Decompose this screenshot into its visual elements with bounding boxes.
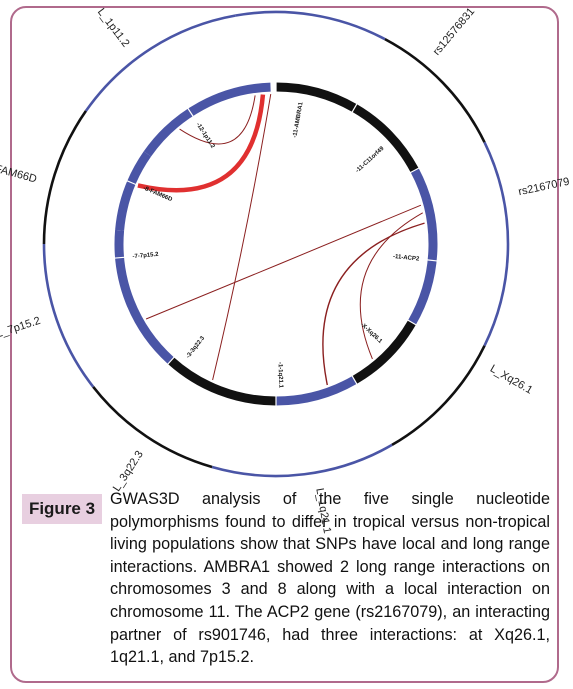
outer-label-1: rs12576831 (431, 6, 478, 58)
figure-label: Figure 3 (22, 494, 102, 524)
interaction-links (137, 94, 425, 386)
inner-label-3: -X-Xq26.1 (359, 322, 384, 345)
inner-ring-gap-5 (350, 374, 359, 386)
inner-ring-gap-4 (406, 318, 418, 327)
inner-label-4: -1-1q21.1 (277, 362, 284, 389)
outer-label-7: L_FAM66D (0, 160, 38, 186)
link-ambra1-3q22 (212, 94, 272, 381)
inner-ring-segment-3 (352, 320, 416, 384)
outer-label-3: L_Xq26.1 (488, 363, 535, 397)
inner-ring-segment-2 (408, 168, 438, 325)
inner-ring-gap-10 (186, 106, 195, 118)
outer-ring-segment-4 (211, 443, 393, 478)
inner-label-0: -11-AMBRA1 (292, 101, 304, 138)
outer-ring-segment-7 (42, 110, 88, 245)
inner-ring-segment-8 (143, 82, 271, 157)
inner-ring-segment-0 (275, 82, 357, 112)
outer-label-0: rs7130141 (313, 0, 334, 1)
outer-ring-segment-1 (384, 38, 486, 143)
outer-label-5: L_3q22.3 (111, 449, 146, 494)
figure-caption: GWAS3D analysis of the five single nucle… (110, 490, 550, 667)
outer-ring-segment-5 (92, 386, 213, 469)
outer-ring-segment-2 (483, 141, 510, 347)
outer-label-2: rs2167079 (517, 176, 570, 199)
inner-ring-segment-6 (114, 229, 174, 365)
inner-label-8: -12-1p11.2 (195, 122, 216, 150)
link-ambra1-1p11 (179, 95, 256, 145)
inner-label-6: -7-7p15.2 (132, 252, 159, 260)
link-ambra1-red (137, 94, 266, 193)
inner-ring-gap-1 (350, 102, 359, 114)
inner-ring-segment-7 (115, 151, 152, 231)
inner-ring-segment-1 (352, 104, 419, 173)
inner-label-2: -11-ACP2 (393, 254, 420, 263)
inner-ring-segment-5 (167, 357, 277, 406)
figure-frame (10, 6, 559, 683)
inner-ring-segment-4 (275, 376, 357, 406)
outer-ring-segment-8 (84, 14, 236, 112)
outer-ring-segment-3 (391, 345, 486, 447)
link-acp2-7p15 (145, 204, 422, 320)
outer-ring-segment-6 (42, 243, 95, 388)
inner-ring-gap-7 (166, 355, 176, 366)
inner-ring-gap-9 (125, 179, 138, 186)
link-acp2-1q21 (322, 222, 425, 386)
inner-ring-gap-2 (409, 166, 421, 174)
link-acp2-xq26 (359, 212, 423, 360)
inner-ring-gap-3 (426, 259, 439, 262)
inner-ring (113, 81, 439, 407)
inner-labels: -11-AMBRA1 -11-C11orf49 -11-ACP2 -X-Xq26.1 -… (132, 101, 420, 389)
outer-label-6: L_7p15.2 (0, 315, 42, 341)
inner-label-1: -11-C11orf49 (355, 145, 386, 174)
outer-label-8: L_1p11.2 (95, 6, 132, 49)
outer-ring-segment-0 (235, 10, 386, 41)
outer-labels: rs7130141rs12576831rs2167079L_Xq26.1L_1q… (0, 0, 571, 534)
inner-label-5: -3-3q22.3 (185, 335, 206, 360)
outer-ring (42, 10, 510, 478)
inner-ring-gap-8 (113, 256, 126, 259)
